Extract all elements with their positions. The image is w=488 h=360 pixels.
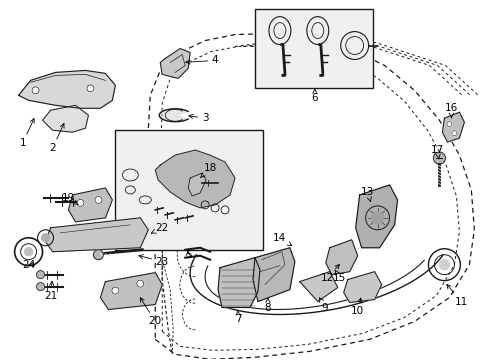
- Text: 20: 20: [140, 298, 162, 327]
- Circle shape: [371, 212, 383, 224]
- Text: 24: 24: [22, 260, 35, 270]
- Text: 13: 13: [360, 187, 373, 202]
- Text: 10: 10: [350, 298, 364, 316]
- Circle shape: [77, 199, 84, 206]
- Polygon shape: [155, 150, 235, 208]
- Polygon shape: [188, 173, 205, 196]
- Text: 1: 1: [20, 118, 34, 148]
- Text: 16: 16: [444, 103, 457, 118]
- Circle shape: [95, 197, 102, 203]
- Circle shape: [439, 260, 448, 270]
- Circle shape: [37, 271, 44, 279]
- Text: 14: 14: [273, 233, 291, 246]
- Polygon shape: [343, 272, 381, 302]
- FancyBboxPatch shape: [254, 9, 372, 88]
- Text: 7: 7: [234, 310, 241, 324]
- Polygon shape: [160, 49, 190, 78]
- Text: 6: 6: [311, 89, 318, 103]
- Polygon shape: [159, 109, 188, 122]
- Circle shape: [87, 85, 94, 92]
- Polygon shape: [355, 185, 397, 248]
- Circle shape: [41, 234, 49, 242]
- Circle shape: [432, 152, 445, 164]
- Polygon shape: [100, 273, 162, 310]
- Polygon shape: [19, 71, 115, 108]
- Polygon shape: [45, 218, 148, 252]
- Text: 8: 8: [264, 298, 271, 312]
- Text: 3: 3: [188, 113, 208, 123]
- Text: 23: 23: [139, 255, 168, 267]
- Polygon shape: [42, 105, 88, 132]
- Circle shape: [93, 250, 103, 260]
- Polygon shape: [325, 240, 357, 275]
- Text: 11: 11: [446, 284, 467, 306]
- Text: 19: 19: [62, 193, 78, 204]
- Text: 5: 5: [184, 250, 191, 260]
- Text: 17: 17: [430, 145, 443, 159]
- Circle shape: [451, 131, 456, 136]
- Text: 15: 15: [332, 270, 346, 283]
- Polygon shape: [68, 188, 112, 222]
- Circle shape: [24, 248, 33, 256]
- FancyBboxPatch shape: [115, 130, 263, 250]
- Polygon shape: [218, 258, 260, 307]
- Circle shape: [112, 287, 119, 294]
- Polygon shape: [442, 112, 464, 142]
- Text: 21: 21: [44, 281, 57, 301]
- Text: 4: 4: [185, 55, 218, 66]
- Text: 2: 2: [49, 123, 64, 153]
- Polygon shape: [299, 272, 337, 302]
- Circle shape: [137, 280, 143, 287]
- Text: 9: 9: [319, 298, 327, 312]
- Circle shape: [446, 122, 451, 127]
- Text: 12: 12: [321, 265, 339, 283]
- Polygon shape: [252, 248, 294, 302]
- Text: 22: 22: [151, 223, 168, 233]
- Text: 18: 18: [201, 163, 216, 177]
- Circle shape: [32, 87, 39, 94]
- Circle shape: [37, 283, 44, 291]
